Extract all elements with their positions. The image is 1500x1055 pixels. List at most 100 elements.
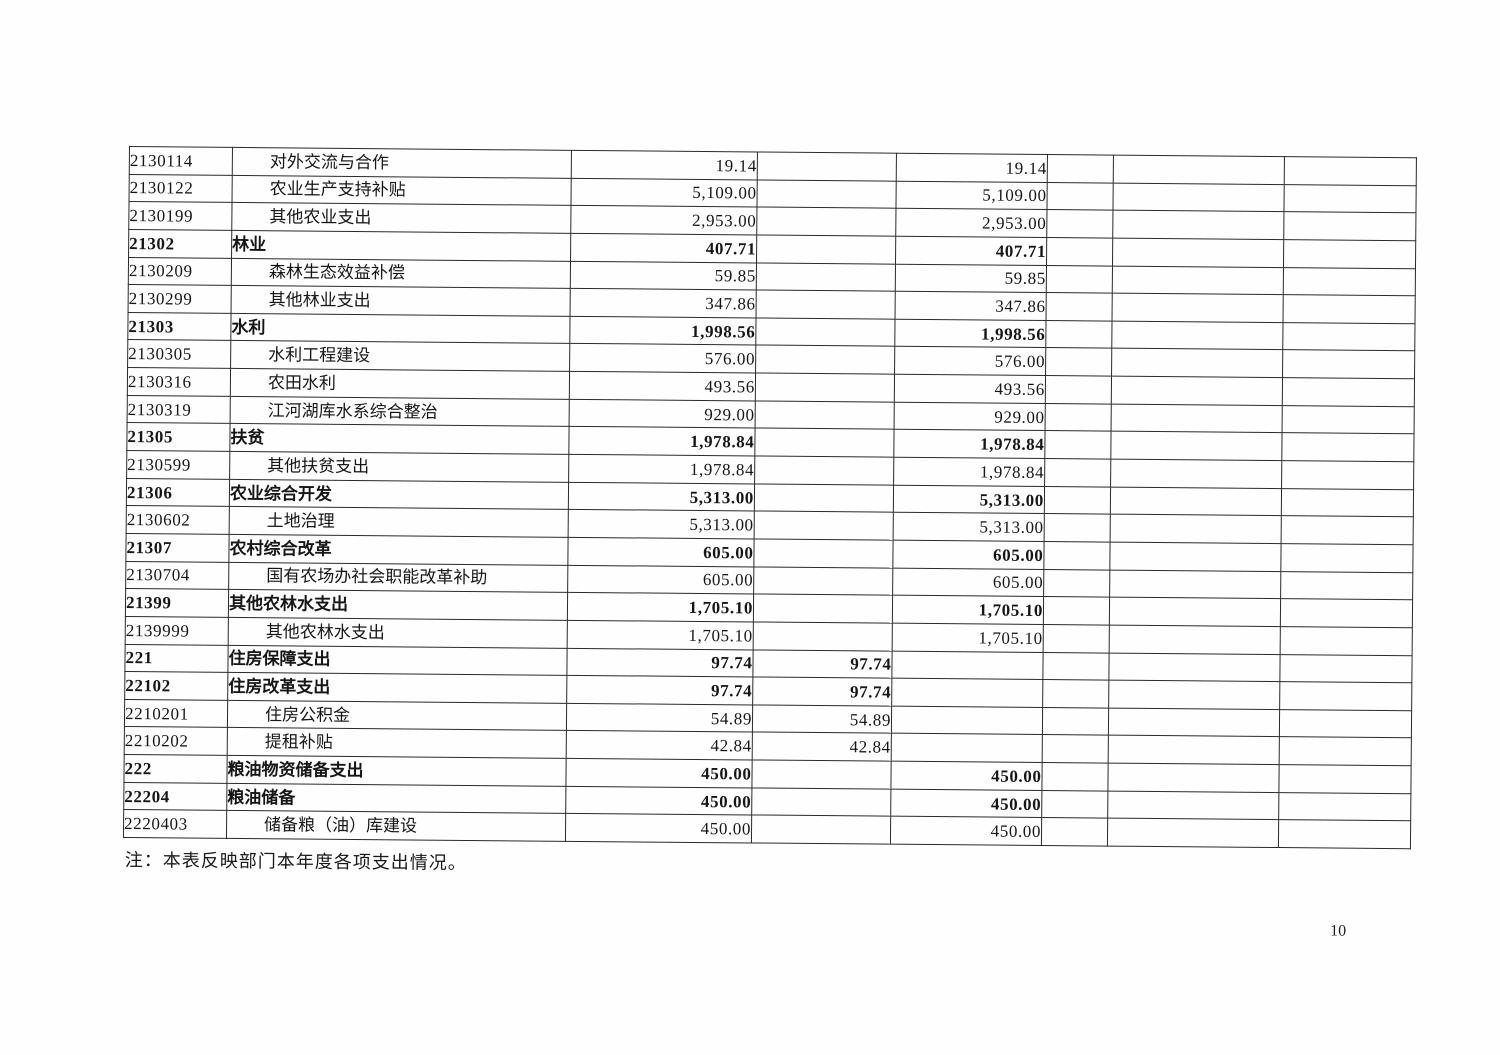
row-value-cell-5 [1110, 514, 1282, 544]
row-name-cell: 粮油储备 [226, 783, 566, 814]
row-code-cell: 2130299 [128, 284, 232, 314]
row-value-cell-3: 347.86 [895, 291, 1047, 321]
row-value-cell-5 [1111, 320, 1284, 351]
row-value-cell-1: 493.56 [569, 371, 756, 401]
row-value-cell-4 [1045, 320, 1113, 349]
row-value-cell-1: 2,953.00 [570, 205, 757, 235]
row-value-cell-1: 605.00 [567, 537, 755, 567]
row-value-cell-2 [755, 373, 895, 402]
row-value-cell-2 [756, 290, 896, 320]
table-note: 注：本表反映部门本年度各项支出情况。 [124, 850, 467, 873]
row-value-cell-5 [1110, 431, 1283, 461]
row-value-cell-4 [1041, 790, 1108, 819]
row-value-cell-2: 97.74 [752, 649, 893, 679]
row-value-cell-4 [1042, 734, 1109, 764]
row-code-cell: 21303 [127, 312, 232, 341]
row-value-cell-5 [1111, 403, 1283, 433]
row-value-cell-3: 5,313.00 [893, 512, 1045, 542]
row-name-cell: 林业 [231, 230, 571, 261]
row-value-cell-1: 59.85 [570, 260, 757, 291]
row-value-cell-4 [1044, 430, 1112, 460]
row-value-cell-4 [1047, 154, 1114, 183]
row-value-cell-5 [1112, 238, 1284, 268]
row-value-cell-2 [755, 317, 896, 347]
row-value-cell-3: 1,978.84 [893, 429, 1046, 459]
row-code-cell: 2130704 [125, 561, 229, 590]
row-name-cell: 其他扶贫支出 [229, 451, 569, 483]
row-value-cell-4 [1044, 513, 1111, 543]
row-value-cell-5 [1111, 376, 1283, 406]
row-value-cell-1: 97.74 [566, 647, 754, 678]
row-value-cell-4 [1046, 237, 1113, 266]
row-code-cell: 21305 [126, 422, 231, 452]
row-value-cell-4 [1043, 596, 1110, 625]
row-value-cell-3: 59.85 [895, 263, 1047, 293]
row-value-cell-6 [1280, 571, 1413, 600]
row-value-cell-6 [1282, 322, 1415, 352]
row-value-cell-3: 407.71 [895, 236, 1047, 266]
row-code-cell: 2130209 [128, 257, 232, 286]
row-value-cell-3: 1,705.10 [892, 623, 1044, 653]
row-value-cell-4 [1046, 292, 1113, 321]
row-value-cell-6 [1283, 294, 1416, 324]
row-value-cell-2 [753, 594, 893, 624]
row-value-cell-4 [1045, 403, 1112, 432]
row-value-cell-2 [756, 179, 897, 209]
row-value-cell-1: 5,109.00 [570, 178, 758, 208]
row-code-cell: 21399 [125, 588, 229, 618]
row-name-cell: 国有农场办社会职能改革补助 [228, 561, 568, 593]
expenditure-table: 2130114 对外交流与合作 19.14 19.14 2130122 农业生产… [123, 146, 1417, 849]
row-value-cell-4 [1046, 182, 1114, 211]
row-value-cell-2 [754, 511, 894, 541]
row-value-cell-4 [1043, 569, 1110, 598]
row-value-cell-6 [1283, 239, 1416, 269]
row-value-cell-1: 450.00 [565, 758, 753, 788]
row-code-cell: 21307 [125, 533, 230, 562]
page-number: 10 [1330, 922, 1347, 940]
row-value-cell-2 [754, 483, 894, 513]
row-code-cell: 2130122 [129, 174, 233, 203]
row-code-cell: 222 [123, 754, 228, 784]
row-value-cell-6 [1283, 211, 1416, 241]
row-value-cell-6 [1280, 598, 1413, 628]
row-code-cell: 22204 [123, 782, 227, 811]
row-value-cell-2 [754, 456, 894, 485]
row-code-cell: 2130199 [128, 201, 233, 231]
row-value-cell-3: 929.00 [894, 401, 1046, 431]
row-value-cell-2 [756, 262, 896, 292]
row-value-cell-6 [1279, 681, 1412, 711]
row-value-cell-5 [1109, 569, 1281, 599]
row-value-cell-5 [1109, 542, 1282, 572]
row-value-cell-6 [1282, 405, 1415, 435]
row-value-cell-1: 5,313.00 [568, 509, 755, 539]
row-value-cell-4 [1046, 265, 1113, 294]
row-value-cell-3 [891, 705, 1043, 735]
row-value-cell-5 [1112, 182, 1285, 212]
row-value-cell-4 [1042, 707, 1109, 736]
row-name-cell: 住房保障支出 [227, 644, 568, 676]
row-value-cell-5 [1108, 707, 1280, 738]
row-value-cell-2 [751, 760, 892, 789]
row-value-cell-3: 605.00 [892, 567, 1044, 597]
row-value-cell-1: 1,998.56 [569, 316, 757, 346]
row-value-cell-6 [1282, 377, 1415, 407]
row-value-cell-1: 347.86 [570, 288, 757, 318]
row-value-cell-1: 1,978.84 [568, 454, 755, 484]
row-value-cell-5 [1112, 265, 1284, 295]
row-value-cell-5 [1112, 210, 1284, 240]
row-value-cell-6 [1283, 267, 1416, 296]
row-value-cell-5 [1108, 735, 1280, 765]
row-code-cell: 2130319 [127, 395, 231, 424]
row-value-cell-3 [891, 650, 1044, 680]
row-name-cell: 住房改革支出 [227, 672, 567, 704]
row-value-cell-2 [753, 621, 893, 651]
row-value-cell-6 [1282, 350, 1415, 379]
row-value-cell-5 [1113, 155, 1285, 185]
row-name-cell: 对外交流与合作 [232, 147, 572, 179]
row-code-cell: 2210201 [124, 699, 228, 728]
row-name-cell: 粮油物资储备支出 [226, 755, 567, 787]
row-value-cell-3: 605.00 [892, 540, 1045, 570]
row-code-cell: 2210202 [124, 726, 228, 756]
row-name-cell: 其他农林水支出 [228, 617, 568, 648]
row-value-cell-6 [1281, 460, 1414, 490]
